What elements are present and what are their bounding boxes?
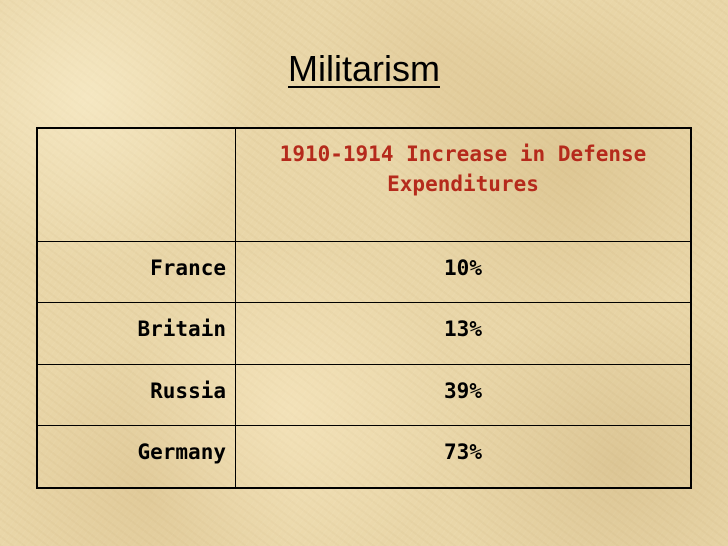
header-column-label: 1910-1914 Increase in Defense Expenditur… <box>279 142 647 196</box>
increase-value: 13% <box>444 317 482 341</box>
table-row: Russia 39% <box>38 364 690 425</box>
table-row: Britain 13% <box>38 302 690 364</box>
table-row: Germany 73% <box>38 425 690 487</box>
slide-title: Militarism <box>0 48 728 90</box>
table-row: France 10% <box>38 241 690 302</box>
table-header-row: 1910-1914 Increase in Defense Expenditur… <box>38 129 690 241</box>
slide-title-text: Militarism <box>288 48 440 89</box>
column-divider <box>235 129 236 487</box>
country-label: Britain <box>137 317 226 341</box>
country-label: France <box>150 256 226 280</box>
increase-value: 73% <box>444 440 482 464</box>
increase-value: 39% <box>444 379 482 403</box>
country-label: Germany <box>137 440 226 464</box>
defense-expenditure-table: 1910-1914 Increase in Defense Expenditur… <box>36 127 692 489</box>
increase-value: 10% <box>444 256 482 280</box>
country-label: Russia <box>150 379 226 403</box>
